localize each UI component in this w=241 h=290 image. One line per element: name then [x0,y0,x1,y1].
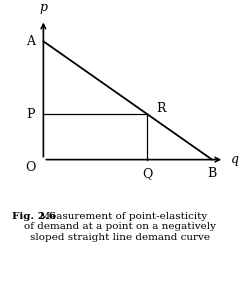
Text: P: P [26,108,34,121]
Text: A: A [26,35,35,48]
Text: p: p [39,1,47,14]
Text: Fig. 2.6: Fig. 2.6 [12,212,56,221]
Text: q: q [231,153,239,166]
Text: Measurement of point-elasticity
of demand at a point on a negatively
sloped stra: Measurement of point-elasticity of deman… [25,212,216,242]
Text: O: O [25,161,35,174]
Text: B: B [208,167,217,180]
Text: R: R [156,102,165,115]
Text: Q: Q [142,167,153,180]
